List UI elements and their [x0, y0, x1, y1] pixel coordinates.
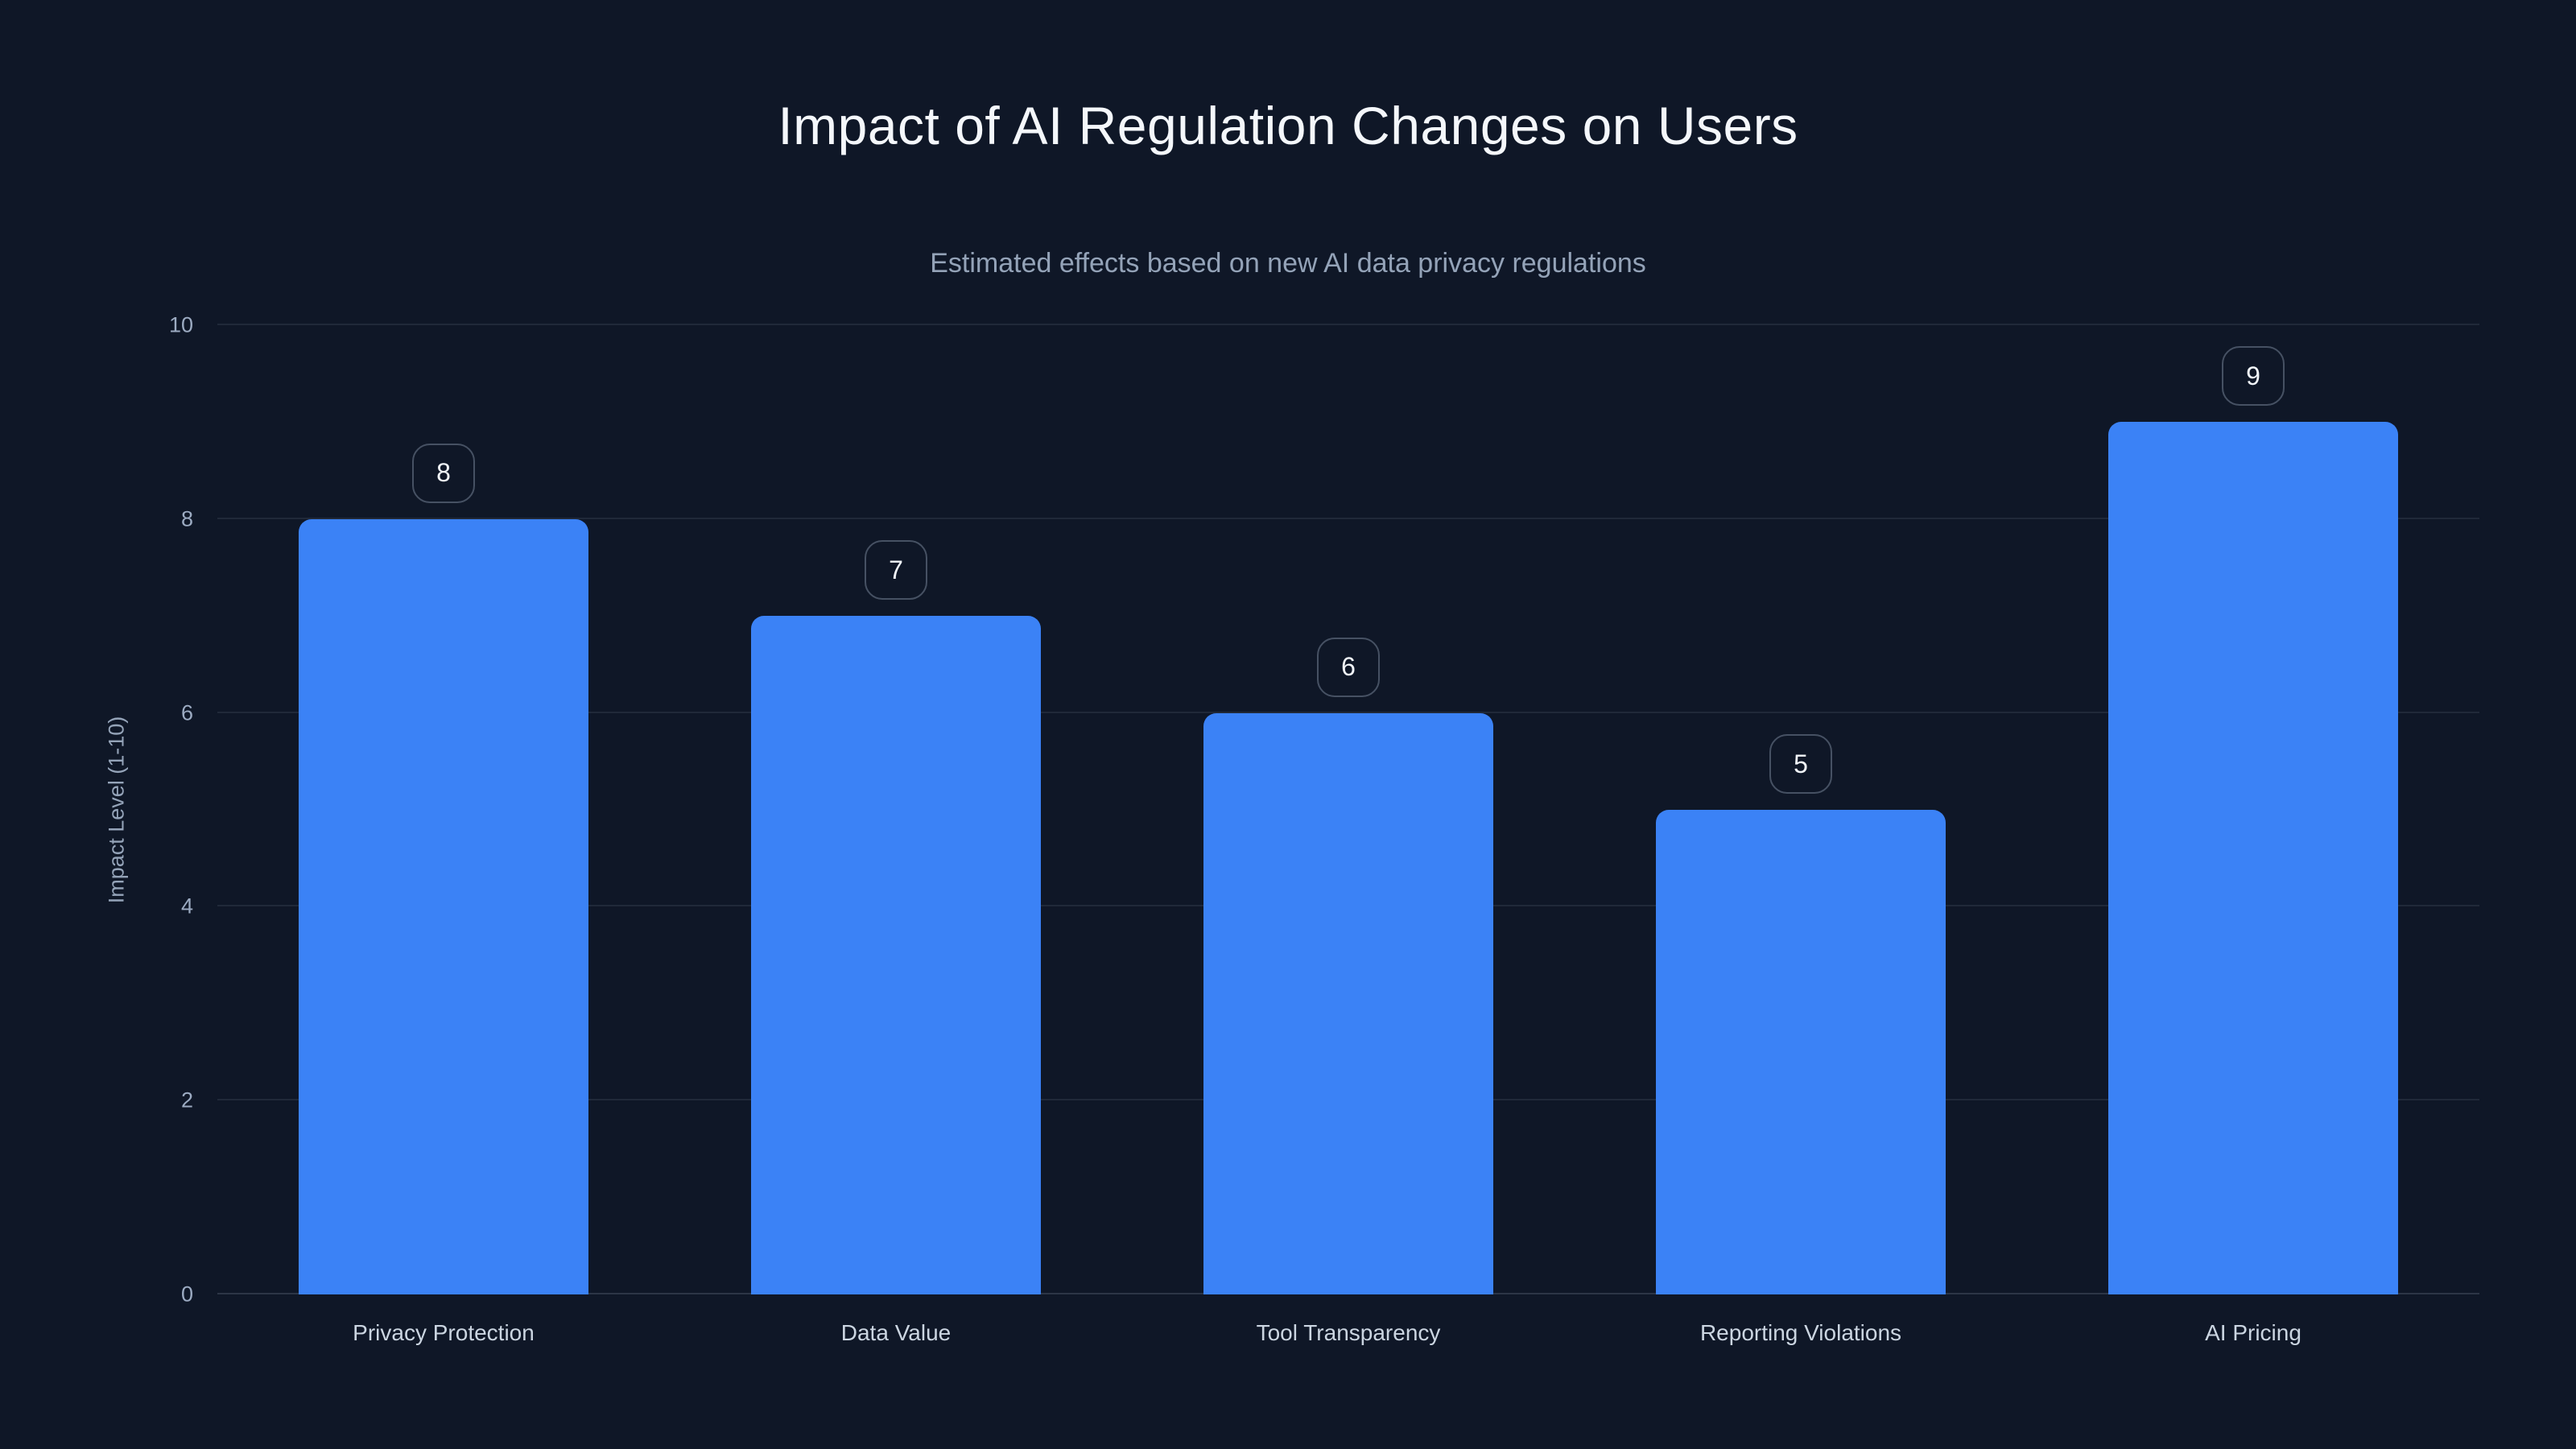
bar-2 [1203, 712, 1493, 1294]
y-tick-label-2: 2 [180, 1088, 193, 1113]
y-tick-label-10: 10 [168, 312, 193, 337]
value-badge-1: 7 [865, 540, 927, 601]
y-axis-title: Impact Level (1-10) [104, 716, 129, 904]
value-badge-4: 9 [2222, 346, 2285, 407]
bar-4 [2108, 422, 2398, 1294]
gridline-y-10 [217, 324, 2479, 325]
x-category-label-4: AI Pricing [2205, 1320, 2301, 1345]
gridline-y-8 [217, 517, 2479, 519]
x-category-label-3: Reporting Violations [1699, 1320, 1902, 1345]
chart-subtitle: Estimated effects based on new AI data p… [930, 248, 1646, 279]
x-category-label-1: Data Value [840, 1320, 952, 1345]
value-badge-0: 8 [412, 443, 475, 503]
plot-area: 8 7 6 5 9 [217, 324, 2479, 1294]
x-category-label-0: Privacy Protection [353, 1320, 535, 1345]
bar-band-3: 5 [1575, 325, 2027, 1294]
bar-band-4: 9 [2027, 325, 2479, 1294]
bar-band-2: 6 [1122, 325, 1575, 1294]
y-tick-label-4: 4 [180, 894, 193, 919]
chart-title: Impact of AI Regulation Changes on Users [778, 96, 1798, 155]
bar-3 [1656, 810, 1946, 1294]
y-tick-label-6: 6 [180, 700, 193, 725]
bar-1 [751, 616, 1041, 1294]
value-badge-2: 6 [1317, 637, 1380, 697]
y-tick-label-8: 8 [180, 506, 193, 531]
bar-0 [299, 518, 588, 1294]
y-tick-label-0: 0 [180, 1282, 193, 1307]
bar-band-1: 7 [670, 325, 1122, 1294]
x-category-label-2: Tool Transparency [1256, 1320, 1441, 1345]
value-badge-3: 5 [1769, 734, 1832, 794]
gridline-y-6 [217, 711, 2479, 713]
bar-band-0: 8 [217, 325, 670, 1294]
